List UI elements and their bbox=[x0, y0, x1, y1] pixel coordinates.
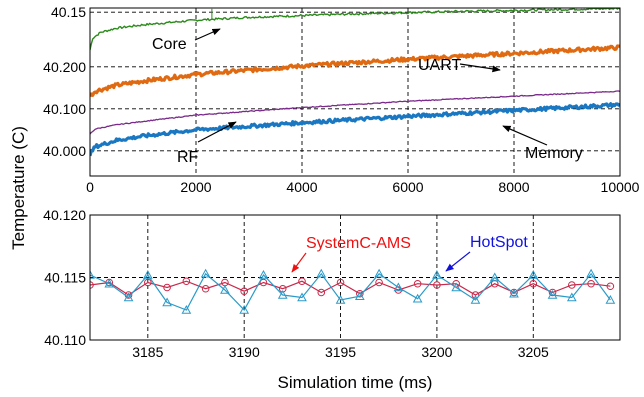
top-y-tick-label: 40.100 bbox=[43, 101, 86, 117]
point-systemc-ams bbox=[163, 283, 171, 292]
series-line-rf bbox=[90, 90, 620, 135]
annotation-arrow bbox=[197, 121, 237, 143]
annotation-arrow bbox=[445, 251, 471, 272]
series-line-core bbox=[90, 8, 620, 51]
point-hotspot bbox=[181, 304, 192, 314]
point-systemc-ams bbox=[529, 279, 538, 288]
point-hotspot bbox=[393, 282, 404, 292]
point-systemc-ams bbox=[144, 278, 152, 287]
point-hotspot bbox=[432, 269, 442, 279]
point-hotspot bbox=[528, 269, 539, 279]
annotation-arrow bbox=[502, 125, 548, 146]
point-systemc-ams bbox=[606, 282, 615, 291]
x-axis-label: Simulation time (ms) bbox=[278, 373, 433, 392]
point-systemc-ams bbox=[413, 279, 422, 288]
bottom-panel: 3185 3190 3195 3200 3205 40.120 40.115 40.110 S… bbox=[43, 207, 621, 360]
point-systemc-ams bbox=[317, 288, 326, 297]
series-line-memory bbox=[90, 102, 620, 157]
top-panel: 0 2000 4000 6000 8000 10000 40.15 40.200 40.100 4… bbox=[43, 4, 640, 195]
point-hotspot bbox=[162, 297, 172, 307]
point-hotspot bbox=[605, 294, 616, 304]
top-x-tick-label: 0 bbox=[86, 179, 94, 195]
annotation-rf: RF bbox=[177, 149, 199, 166]
point-hotspot bbox=[239, 304, 250, 314]
point-hotspot bbox=[489, 272, 500, 282]
point-systemc-ams bbox=[356, 289, 364, 298]
annotation-hotspot: HotSpot bbox=[470, 234, 528, 251]
point-systemc-ams bbox=[278, 284, 287, 293]
point-hotspot bbox=[316, 268, 327, 278]
top-x-tick-label: 4000 bbox=[286, 179, 317, 195]
annotation-uart: UART bbox=[418, 57, 461, 74]
top-annotations: Core UART RF Memory bbox=[152, 28, 583, 166]
point-systemc-ams bbox=[90, 281, 94, 289]
bottom-annotations: SystemC-AMS HotSpot bbox=[291, 234, 528, 273]
top-x-tick-label: 2000 bbox=[180, 179, 211, 195]
point-hotspot bbox=[220, 284, 230, 294]
point-hotspot bbox=[258, 269, 269, 279]
series-line-systemc-ams bbox=[90, 280, 611, 296]
point-systemc-ams bbox=[201, 284, 210, 293]
point-hotspot bbox=[104, 278, 115, 288]
bottom-plot-frame bbox=[89, 214, 621, 341]
point-systemc-ams bbox=[548, 288, 557, 297]
point-hotspot bbox=[374, 268, 384, 278]
annotation-memory: Memory bbox=[525, 145, 583, 162]
point-hotspot bbox=[470, 294, 481, 304]
point-hotspot bbox=[123, 292, 134, 302]
top-x-tick-label: 6000 bbox=[392, 179, 423, 195]
annotation-arrow bbox=[459, 63, 501, 73]
point-systemc-ams bbox=[298, 277, 306, 286]
bottom-y-tick-label: 40.110 bbox=[44, 332, 86, 348]
series-line-uart bbox=[90, 44, 620, 98]
bottom-x-tick-label: 3185 bbox=[132, 344, 163, 360]
point-systemc-ams bbox=[433, 281, 441, 289]
bottom-series-group bbox=[90, 268, 616, 314]
point-hotspot bbox=[547, 289, 558, 299]
bottom-y-tick-label: 40.115 bbox=[44, 270, 86, 286]
point-hotspot bbox=[90, 269, 95, 279]
top-x-tick-label: 8000 bbox=[498, 179, 529, 195]
y-axis-label: Temperature (C) bbox=[9, 126, 28, 250]
top-tick-labels: 0 2000 4000 6000 8000 10000 40.15 40.200 40.100 4… bbox=[43, 4, 640, 195]
point-hotspot bbox=[200, 268, 211, 278]
point-systemc-ams bbox=[182, 277, 191, 286]
series-line-hotspot bbox=[90, 272, 611, 312]
point-hotspot bbox=[297, 292, 307, 302]
point-systemc-ams bbox=[336, 278, 345, 287]
top-y-tick-label: 40.000 bbox=[43, 143, 86, 159]
point-systemc-ams bbox=[375, 278, 383, 287]
top-y-tick-label: 40.15 bbox=[51, 4, 86, 20]
point-hotspot bbox=[566, 292, 577, 302]
bottom-grid bbox=[90, 215, 620, 340]
bottom-tick-labels: 3185 3190 3195 3200 3205 40.120 40.115 40.110 bbox=[43, 207, 549, 360]
top-series-group bbox=[90, 8, 620, 157]
annotation-systemc-ams: SystemC-AMS bbox=[306, 235, 411, 252]
annotation-arrow bbox=[194, 28, 221, 41]
point-systemc-ams bbox=[471, 291, 480, 299]
point-systemc-ams bbox=[587, 279, 595, 288]
point-hotspot bbox=[277, 289, 288, 299]
point-hotspot bbox=[586, 268, 596, 278]
annotation-core: Core bbox=[152, 36, 187, 53]
point-hotspot bbox=[142, 269, 153, 279]
point-hotspot bbox=[451, 282, 462, 292]
top-x-tick-label: 10000 bbox=[601, 179, 640, 195]
point-hotspot bbox=[509, 288, 519, 298]
bottom-y-tick-label: 40.120 bbox=[43, 207, 86, 223]
top-y-tick-label: 40.200 bbox=[43, 59, 86, 75]
bottom-x-tick-label: 3190 bbox=[229, 344, 260, 360]
point-hotspot bbox=[412, 293, 423, 303]
point-systemc-ams bbox=[259, 278, 268, 287]
top-plot-frame bbox=[89, 7, 621, 177]
point-hotspot bbox=[354, 291, 365, 300]
annotation-arrow bbox=[291, 252, 307, 273]
bottom-x-tick-label: 3205 bbox=[518, 344, 549, 360]
bottom-x-tick-label: 3200 bbox=[421, 344, 452, 360]
bottom-x-tick-label: 3195 bbox=[325, 344, 356, 360]
point-systemc-ams bbox=[568, 281, 576, 289]
point-hotspot bbox=[335, 294, 346, 304]
point-systemc-ams bbox=[240, 287, 248, 296]
